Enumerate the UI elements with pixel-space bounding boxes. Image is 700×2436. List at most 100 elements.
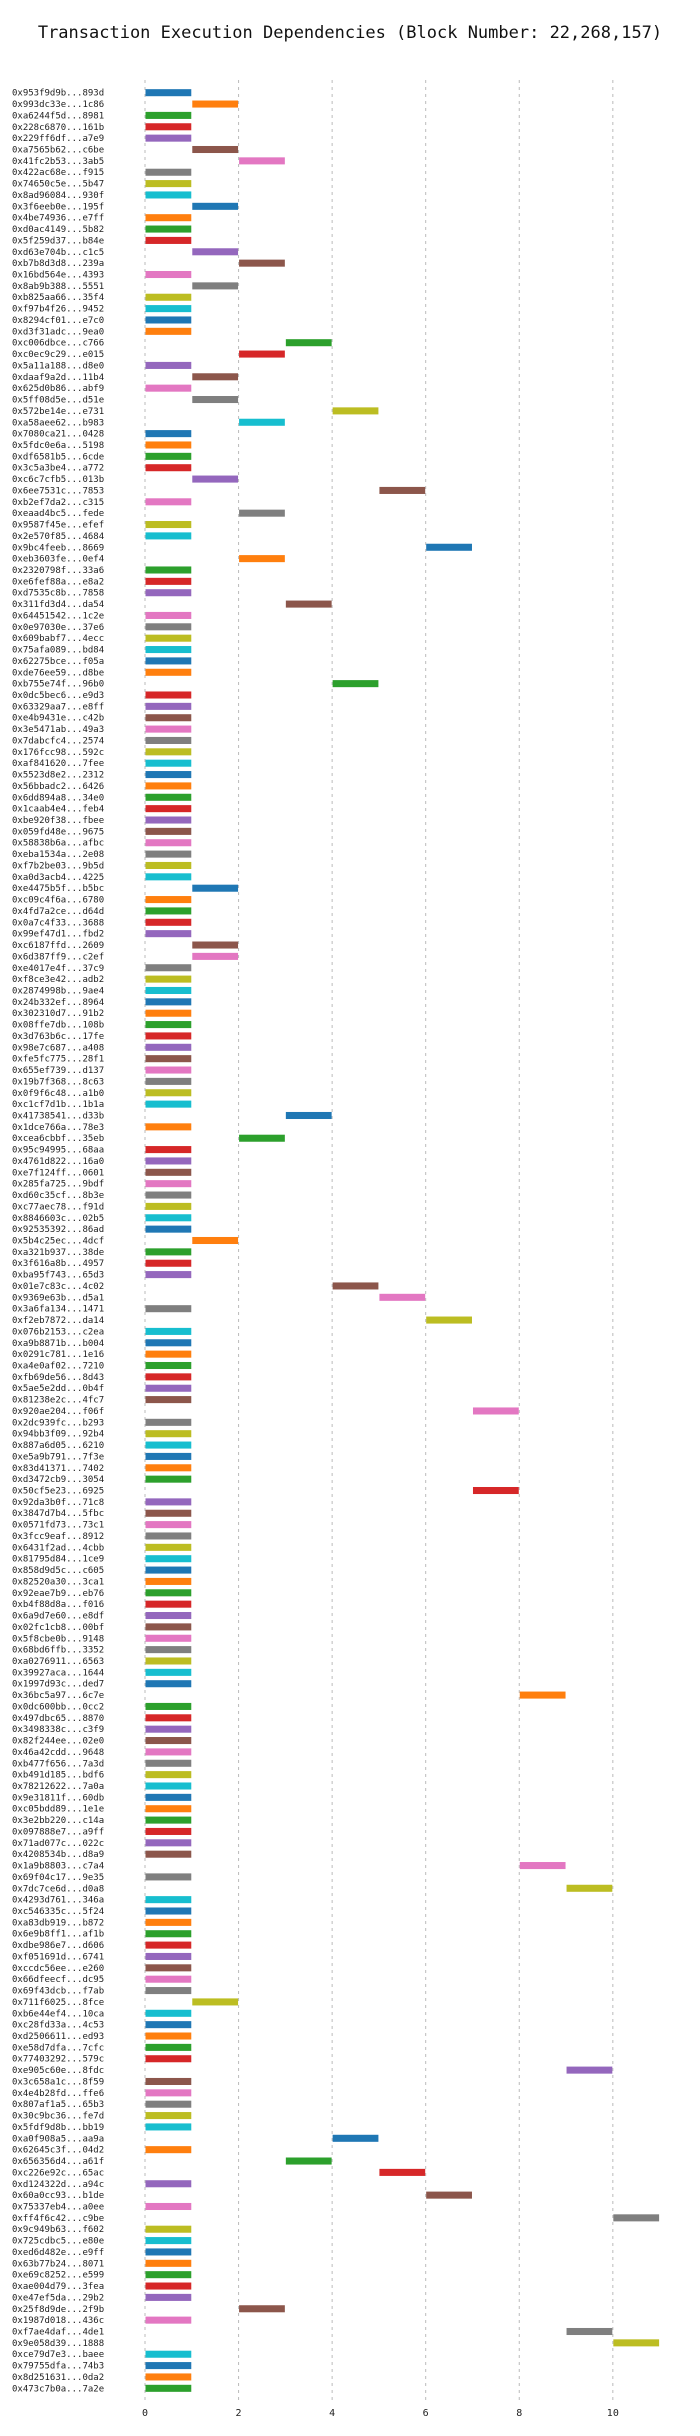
transaction-label: 0x0dc5bec6...e9d3 (12, 691, 104, 701)
transaction-label: 0x9bc4feeb...8669 (12, 543, 104, 553)
transaction-bar (145, 168, 192, 176)
transaction-label: 0x5a11a188...d8e0 (12, 361, 104, 371)
transaction-label: 0xe6fef88a...e8a2 (12, 577, 104, 587)
x-tick-label: 10 (607, 2408, 619, 2419)
transaction-label: 0x5f259d37...b84e (12, 236, 104, 246)
transaction-bar (145, 1839, 192, 1847)
transaction-label: 0x3a6fa134...1471 (12, 1305, 104, 1315)
transaction-label: 0x0291c781...1e16 (12, 1350, 104, 1360)
transaction-bar (145, 2043, 192, 2051)
transaction-label: 0x4be74936...e7ff (12, 214, 104, 224)
transaction-label: 0x82520a30...3ca1 (12, 1577, 104, 1587)
transaction-bar (145, 1589, 192, 1597)
transaction-label: 0xccdc56ee...e260 (12, 1964, 104, 1974)
transaction-label: 0xff4f6c42...c9be (12, 2214, 104, 2224)
transaction-label: 0x3c5a3be4...a772 (12, 464, 104, 474)
transaction-label: 0x285fa725...9bdf (12, 1180, 104, 1190)
transaction-label: 0x076b2153...c2ea (12, 1327, 104, 1337)
transaction-label: 0xc226e92c...65ac (12, 2168, 104, 2178)
transaction-bar (145, 1350, 192, 1358)
transaction-label: 0x3c658a1c...8f59 (12, 2077, 104, 2087)
transaction-bar (145, 736, 192, 744)
transaction-label: 0x3d763b6c...17fe (12, 1032, 104, 1042)
transaction-bar (145, 498, 192, 506)
transaction-label: 0x3fcc9eaf...8912 (12, 1532, 104, 1542)
transaction-label: 0x711f6025...8fce (12, 1998, 104, 2008)
transaction-bar (145, 1532, 192, 1540)
transaction-bar (145, 907, 192, 915)
transaction-bar (239, 350, 285, 358)
transaction-bar (145, 2100, 192, 2108)
transaction-bar (145, 725, 192, 733)
transaction-bar (192, 100, 239, 108)
transaction-label: 0x2e570f85...4684 (12, 532, 104, 542)
transaction-label: 0x3f616a8b...4957 (12, 1259, 104, 1269)
transaction-label: 0x3e5471ab...49a3 (12, 725, 104, 735)
transaction-bar (145, 1623, 192, 1631)
transaction-bar (192, 202, 239, 210)
transaction-bar (145, 1214, 192, 1222)
transaction-bar (145, 2123, 192, 2131)
transaction-bar (145, 464, 192, 472)
transaction-label: 0xf7b2be03...9b5d (12, 861, 104, 871)
transaction-label: 0x4e4b28fd...ffe6 (12, 2089, 104, 2099)
transaction-label: 0xa4e0af02...7210 (12, 1362, 104, 1372)
transaction-bar (145, 1168, 192, 1176)
transaction-label: 0x1997d93c...ded7 (12, 1680, 104, 1690)
transaction-label: 0x609babf7...4ecc (12, 634, 104, 644)
transaction-bar (145, 1475, 192, 1483)
transaction-label: 0x0a7c4f33...3688 (12, 918, 104, 928)
transaction-bar (145, 1361, 192, 1370)
transaction-label: 0xd60c35cf...8b3e (12, 1191, 104, 1201)
transaction-bar (145, 1714, 192, 1722)
transaction-label: 0x3498338c...c3f9 (12, 1725, 104, 1735)
transaction-label: 0x6d387ff9...c2ef (12, 952, 104, 962)
transaction-bar (145, 2350, 192, 2358)
transaction-bar (145, 873, 192, 881)
transaction-label: 0x74650c5e...5b47 (12, 180, 104, 190)
transaction-label: 0x81795d84...1ce9 (12, 1555, 104, 1565)
transaction-bar (239, 2305, 285, 2313)
transaction-bar (239, 418, 285, 426)
transaction-bar (519, 1862, 566, 1870)
transaction-bar (145, 1225, 192, 1233)
transaction-label: 0xb491d185...bdf6 (12, 1771, 104, 1781)
transaction-label: 0x625d0b86...abf9 (12, 384, 104, 394)
transaction-label: 0x7dc7ce6d...d0a8 (12, 1884, 104, 1894)
transaction-label: 0x725cdbc5...e80e (12, 2237, 104, 2247)
transaction-bar (145, 2032, 192, 2040)
transaction-bar (145, 1441, 192, 1449)
transaction-bar (145, 2237, 192, 2245)
transaction-bar (145, 1032, 192, 1040)
transaction-label: 0x1a9b8803...c7a4 (12, 1862, 104, 1872)
transaction-label: 0x39927aca...1644 (12, 1668, 104, 1678)
transaction-bar (145, 2021, 192, 2029)
transaction-bar (145, 1089, 192, 1097)
transaction-label: 0x94bb3f09...92b4 (12, 1430, 104, 1440)
transaction-bar (239, 157, 285, 165)
transaction-label: 0x3f6eeb0e...195f (12, 202, 104, 212)
transaction-label: 0x5523d8e2...2312 (12, 771, 104, 781)
transaction-bar (145, 2282, 192, 2290)
transaction-bar (145, 782, 192, 790)
transaction-label: 0x993dc33e...1c86 (12, 100, 104, 110)
transaction-label: 0x5fdc0e6a...5198 (12, 441, 104, 451)
transaction-bar (145, 1748, 192, 1756)
transaction-label: 0x6a9d7e60...e8df (12, 1612, 104, 1622)
x-tick-label: 8 (516, 2408, 522, 2419)
transaction-label: 0xb6e44ef4...10ca (12, 2009, 104, 2019)
transaction-label: 0x8846603c...02b5 (12, 1214, 104, 1224)
transaction-bar (379, 1293, 426, 1301)
transaction-label: 0x92535392...86ad (12, 1225, 104, 1235)
transaction-bar (145, 839, 192, 847)
transaction-bar (145, 1702, 192, 1710)
x-tick-label: 6 (423, 2408, 429, 2419)
transaction-bar (192, 475, 239, 483)
transaction-bar (145, 1009, 192, 1017)
transaction-label: 0x6431f2ad...4cbb (12, 1543, 104, 1553)
transaction-bar (145, 1759, 192, 1767)
transaction-label: 0x68bd6ffb...3352 (12, 1646, 104, 1656)
transaction-bar (145, 180, 192, 188)
transaction-bar (145, 657, 192, 665)
transaction-label: 0x0571fd73...73c1 (12, 1521, 104, 1531)
